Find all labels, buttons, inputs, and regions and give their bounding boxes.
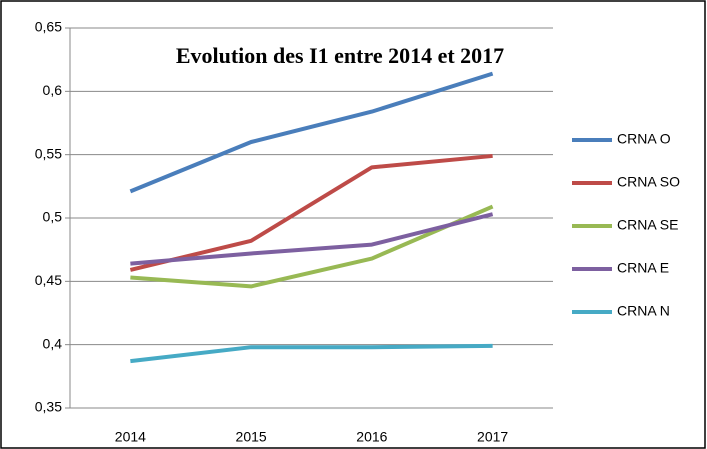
legend-label: CRNA O [617,131,671,147]
series-line [129,153,493,272]
y-tick-label: 0,65 [35,19,62,35]
x-tick-label: 2016 [356,429,387,445]
legend-label: CRNA SO [617,174,680,190]
y-tick-label: 0,4 [43,335,63,351]
y-tick-label: 0,55 [35,145,62,161]
series-line [130,343,493,364]
chart-title: Evolution des I1 entre 2014 et 2017 [176,43,504,68]
legend-label: CRNA SE [617,217,678,233]
legend-label: CRNA N [617,303,670,319]
y-tick-label: 0,45 [35,272,62,288]
y-tick-label: 0,35 [35,399,62,415]
y-tick-label: 0,6 [43,82,63,98]
x-tick-label: 2014 [115,429,146,445]
x-tick-label: 2015 [236,429,267,445]
series-line [129,71,494,194]
x-tick-label: 2017 [477,429,508,445]
series-line [130,212,494,266]
legend-label: CRNA E [617,260,669,276]
series-line [130,204,494,289]
y-tick-label: 0,5 [43,209,63,225]
